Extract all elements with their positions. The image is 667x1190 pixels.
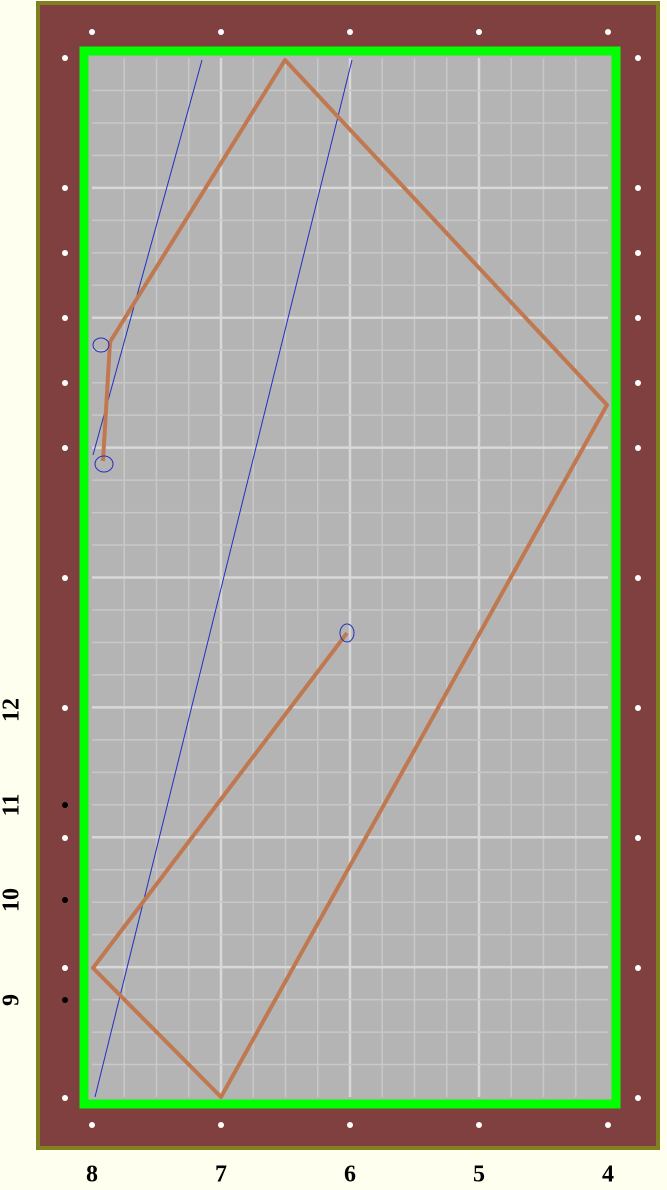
diamonds: [62, 29, 641, 1128]
diamond: [605, 1122, 611, 1128]
diamond: [62, 575, 68, 581]
diamond: [62, 380, 68, 386]
diamond: [635, 380, 641, 386]
diamond: [62, 1095, 68, 1101]
diamond: [635, 315, 641, 321]
diamond: [635, 1095, 641, 1101]
marker: [62, 802, 68, 808]
side-label: 11: [0, 794, 25, 817]
marker: [62, 897, 68, 903]
diamond: [476, 29, 482, 35]
diamond: [605, 29, 611, 35]
side-label: 10: [0, 888, 25, 912]
diamond: [218, 1122, 224, 1128]
diamond: [62, 835, 68, 841]
diamond: [635, 835, 641, 841]
diamond: [89, 29, 95, 35]
diamond: [476, 1122, 482, 1128]
diamond: [62, 965, 68, 971]
diamond: [635, 250, 641, 256]
diamond-label: 6: [344, 1162, 356, 1188]
marker: [62, 997, 68, 1003]
diamond-label: 7: [215, 1162, 227, 1188]
ball: [94, 455, 114, 473]
diamond-label: 5: [473, 1162, 485, 1188]
diamond: [635, 965, 641, 971]
diamond: [62, 315, 68, 321]
diamond: [347, 1122, 353, 1128]
diamond: [62, 55, 68, 61]
diamond: [635, 575, 641, 581]
aim-line: [94, 59, 353, 1098]
diamond: [62, 705, 68, 711]
side-label: 12: [0, 698, 25, 722]
diamond: [62, 445, 68, 451]
diamond: [218, 29, 224, 35]
ball: [92, 337, 110, 353]
diamond: [89, 1122, 95, 1128]
diamond-label: 8: [86, 1162, 98, 1188]
side-label: 9: [0, 994, 25, 1006]
ball-path: [91, 58, 609, 1099]
diamond: [635, 705, 641, 711]
cloth-grid: [92, 58, 608, 1097]
diamond: [62, 185, 68, 191]
diamond: [62, 250, 68, 256]
ball: [339, 623, 355, 643]
diamond: [347, 29, 353, 35]
diamond: [635, 185, 641, 191]
diamond: [635, 445, 641, 451]
diamond-label: 4: [602, 1162, 614, 1188]
aim-line: [92, 59, 203, 456]
diamond: [635, 55, 641, 61]
